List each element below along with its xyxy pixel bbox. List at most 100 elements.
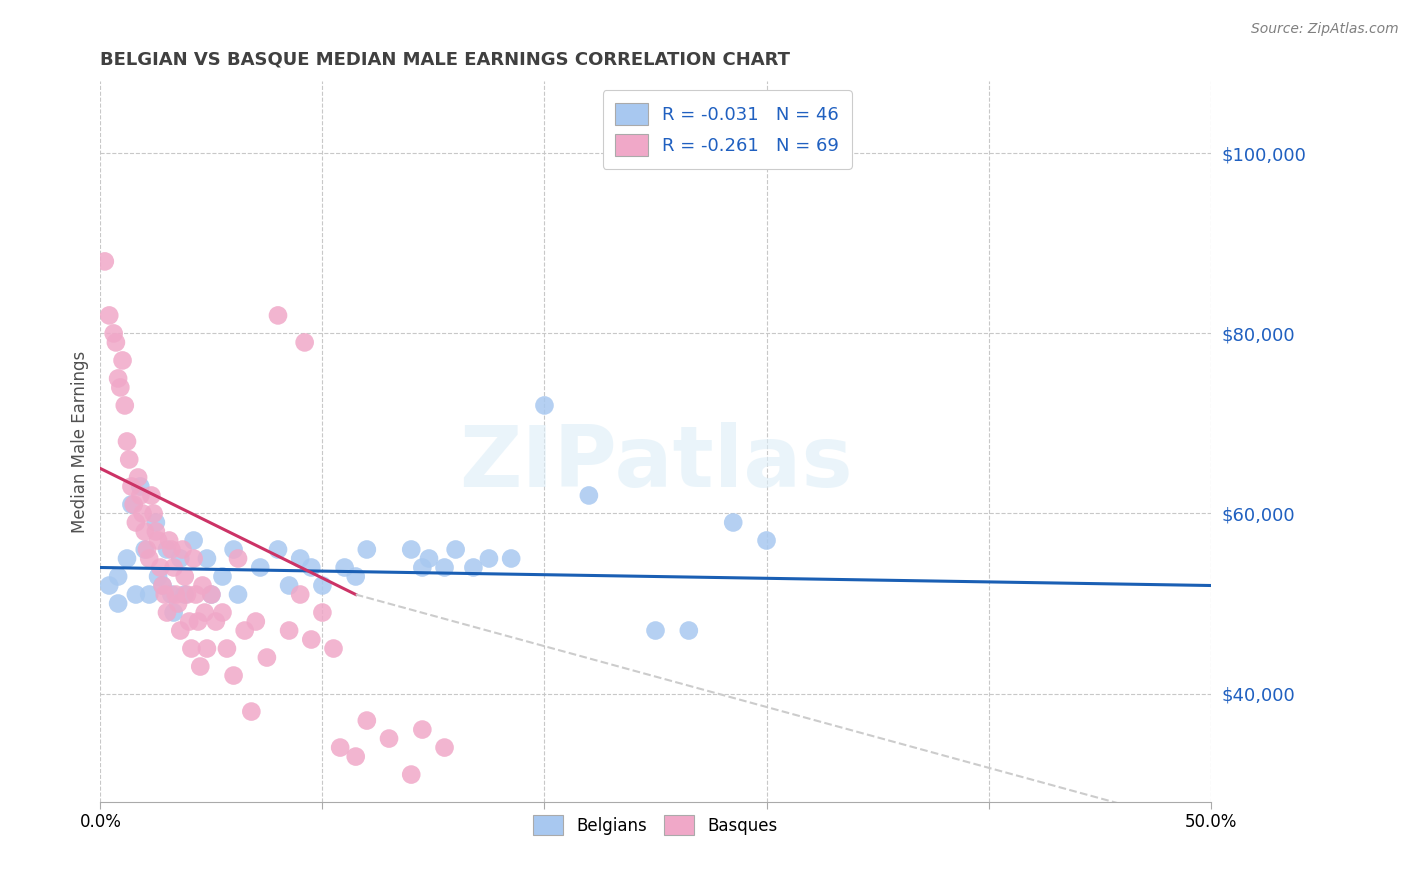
Point bbox=[138, 587, 160, 601]
Point bbox=[142, 507, 165, 521]
Point bbox=[433, 740, 456, 755]
Point bbox=[226, 551, 249, 566]
Point bbox=[157, 533, 180, 548]
Point bbox=[211, 606, 233, 620]
Point bbox=[299, 560, 322, 574]
Point bbox=[122, 498, 145, 512]
Point bbox=[356, 542, 378, 557]
Point bbox=[94, 254, 117, 268]
Point bbox=[149, 560, 172, 574]
Point bbox=[107, 371, 129, 385]
Point bbox=[110, 380, 132, 394]
Point bbox=[134, 542, 156, 557]
Point bbox=[169, 624, 191, 638]
Point bbox=[194, 606, 217, 620]
Point bbox=[378, 731, 401, 746]
Point bbox=[111, 353, 134, 368]
Point bbox=[152, 578, 174, 592]
Legend: Belgians, Basques: Belgians, Basques bbox=[524, 806, 786, 844]
Point bbox=[226, 587, 249, 601]
Point bbox=[755, 533, 778, 548]
Point bbox=[411, 560, 433, 574]
Point bbox=[329, 740, 352, 755]
Point bbox=[233, 624, 256, 638]
Y-axis label: Median Male Earnings: Median Male Earnings bbox=[72, 351, 89, 533]
Point bbox=[145, 516, 167, 530]
Point bbox=[433, 560, 456, 574]
Point bbox=[533, 399, 555, 413]
Point bbox=[156, 606, 179, 620]
Point bbox=[195, 641, 218, 656]
Point bbox=[183, 551, 205, 566]
Point bbox=[444, 542, 467, 557]
Point bbox=[249, 560, 271, 574]
Point bbox=[125, 516, 148, 530]
Point bbox=[129, 479, 152, 493]
Point bbox=[256, 650, 278, 665]
Point bbox=[145, 524, 167, 539]
Point bbox=[478, 551, 501, 566]
Point bbox=[191, 578, 214, 592]
Point bbox=[678, 624, 700, 638]
Point bbox=[195, 551, 218, 566]
Point bbox=[156, 542, 179, 557]
Point bbox=[644, 624, 666, 638]
Point bbox=[184, 587, 207, 601]
Point bbox=[267, 309, 290, 323]
Point bbox=[290, 551, 312, 566]
Point bbox=[129, 488, 152, 502]
Point bbox=[344, 749, 367, 764]
Point bbox=[290, 587, 312, 601]
Point bbox=[98, 578, 121, 592]
Point bbox=[165, 587, 187, 601]
Point bbox=[463, 560, 485, 574]
Point bbox=[172, 542, 194, 557]
Point bbox=[141, 488, 163, 502]
Point bbox=[125, 587, 148, 601]
Point bbox=[333, 560, 356, 574]
Point bbox=[399, 767, 422, 781]
Point bbox=[211, 569, 233, 583]
Point bbox=[160, 542, 183, 557]
Point bbox=[294, 335, 316, 350]
Point bbox=[205, 615, 228, 629]
Point bbox=[173, 569, 195, 583]
Point bbox=[399, 542, 422, 557]
Point bbox=[356, 714, 378, 728]
Point bbox=[578, 488, 600, 502]
Point bbox=[311, 578, 333, 592]
Point bbox=[134, 524, 156, 539]
Point bbox=[179, 615, 201, 629]
Point bbox=[278, 578, 301, 592]
Point bbox=[267, 542, 290, 557]
Point bbox=[311, 606, 333, 620]
Point bbox=[131, 507, 153, 521]
Point bbox=[107, 569, 129, 583]
Point bbox=[322, 641, 344, 656]
Point bbox=[183, 533, 205, 548]
Point bbox=[104, 335, 127, 350]
Text: ZIPatlas: ZIPatlas bbox=[458, 422, 852, 505]
Point bbox=[107, 597, 129, 611]
Point bbox=[215, 641, 238, 656]
Point bbox=[136, 542, 159, 557]
Point bbox=[146, 569, 169, 583]
Point bbox=[162, 606, 184, 620]
Point bbox=[162, 560, 184, 574]
Point bbox=[160, 587, 183, 601]
Point bbox=[152, 578, 174, 592]
Point bbox=[114, 399, 136, 413]
Point bbox=[411, 723, 433, 737]
Point bbox=[240, 705, 263, 719]
Point bbox=[344, 569, 367, 583]
Point bbox=[418, 551, 440, 566]
Point bbox=[103, 326, 125, 341]
Point bbox=[501, 551, 523, 566]
Point bbox=[245, 615, 267, 629]
Point bbox=[167, 597, 190, 611]
Point bbox=[721, 516, 744, 530]
Point bbox=[176, 587, 198, 601]
Point bbox=[115, 551, 138, 566]
Point bbox=[153, 587, 176, 601]
Point bbox=[146, 533, 169, 548]
